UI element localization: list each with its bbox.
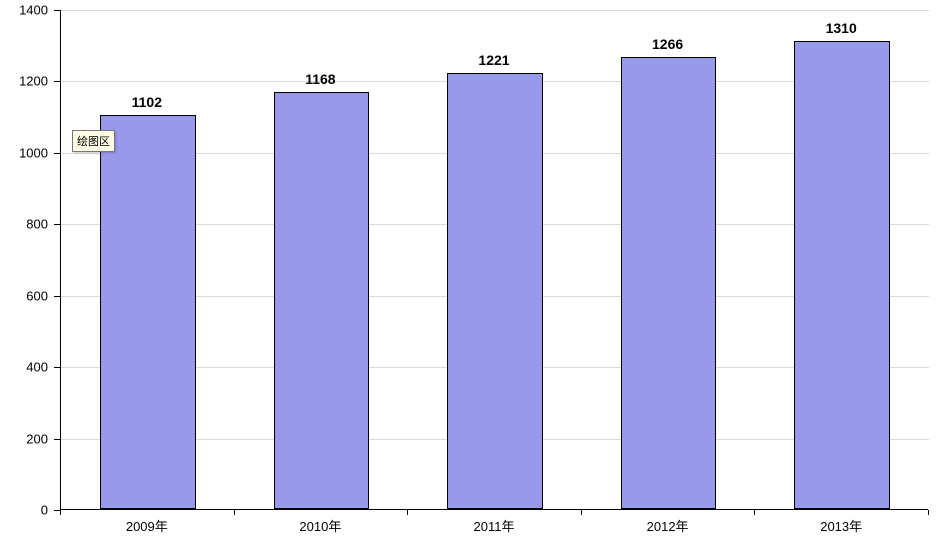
- y-tick-label: 0: [0, 503, 48, 518]
- x-category-label: 2009年: [126, 516, 168, 535]
- bar: [794, 41, 889, 509]
- x-category-label: 2013年: [820, 516, 862, 535]
- x-tick-mark: [754, 510, 755, 515]
- y-tick-label: 1000: [0, 145, 48, 160]
- y-tick-label: 400: [0, 360, 48, 375]
- gridline-y: [61, 10, 929, 11]
- y-tick-label: 1200: [0, 74, 48, 89]
- bar-value-label: 1266: [652, 36, 683, 52]
- bar-value-label: 1310: [826, 20, 857, 36]
- y-tick-mark: [54, 153, 60, 154]
- x-tick-mark: [234, 510, 235, 515]
- x-category-label: 2012年: [647, 516, 689, 535]
- plot-area: [60, 10, 928, 510]
- y-tick-mark: [54, 296, 60, 297]
- bar: [447, 73, 542, 509]
- x-tick-mark: [928, 510, 929, 515]
- bar-value-label: 1221: [478, 52, 509, 68]
- y-tick-mark: [54, 367, 60, 368]
- x-tick-mark: [581, 510, 582, 515]
- y-tick-mark: [54, 10, 60, 11]
- bar-value-label: 1168: [305, 71, 335, 87]
- y-tick-mark: [54, 439, 60, 440]
- bar-chart: 0 200 400 600 800 1000 1200 1400 1102 2009年 1168 20…: [0, 0, 939, 544]
- y-tick-mark: [54, 81, 60, 82]
- x-category-label: 2010年: [299, 516, 341, 535]
- bar: [621, 57, 716, 509]
- x-tick-mark: [407, 510, 408, 515]
- x-category-label: 2011年: [474, 516, 515, 535]
- bar: [100, 115, 195, 509]
- x-tick-mark: [60, 510, 61, 515]
- bar: [274, 92, 369, 509]
- plot-area-tooltip: 绘图区: [72, 130, 115, 152]
- y-tick-label: 1400: [0, 3, 48, 18]
- y-tick-mark: [54, 224, 60, 225]
- bar-value-label: 1102: [132, 94, 162, 110]
- y-tick-label: 800: [0, 217, 48, 232]
- y-tick-label: 600: [0, 288, 48, 303]
- y-tick-label: 200: [0, 431, 48, 446]
